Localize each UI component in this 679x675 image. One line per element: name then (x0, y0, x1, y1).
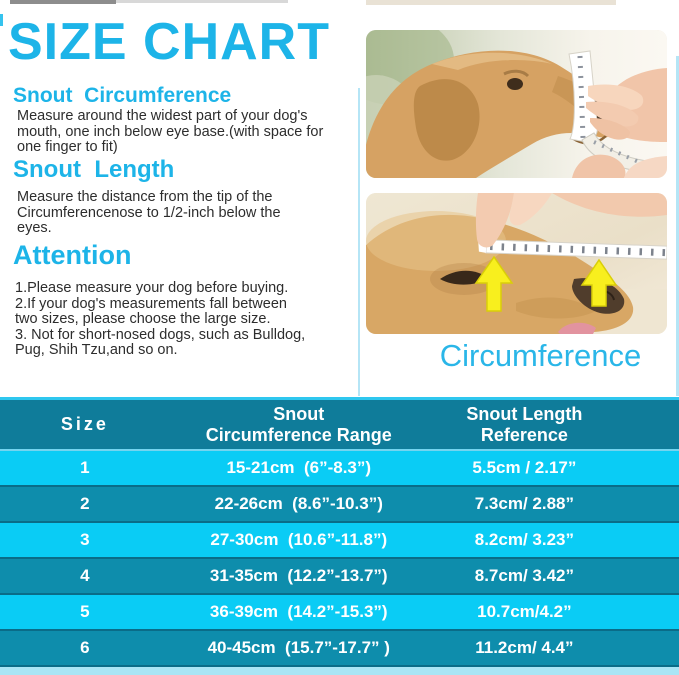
col-header-circumference: Snout Circumference Range (205, 403, 392, 445)
up-arrow-icon (474, 255, 514, 312)
person-hand (475, 193, 667, 248)
dog-photo-illustration (366, 30, 667, 178)
length-cell: 11.2cm/ 4.4” (475, 638, 574, 657)
col-header-length: Snout Length Reference (466, 403, 583, 445)
length-cell: 5.5cm / 2.17” (472, 458, 577, 477)
left-edge-artifact (0, 14, 3, 26)
snout-length-text: Measure the distance from the tip of the… (17, 189, 281, 236)
dog-circumference-measuring-photo (366, 30, 667, 178)
table-header-row: Size Snout Circumference Range Snout Len… (0, 400, 679, 451)
size-cell: 3 (80, 530, 90, 549)
attention-heading: Attention (13, 240, 132, 270)
page-title: SIZE CHART (8, 13, 330, 71)
circumference-caption: Circumference (439, 338, 642, 373)
length-cell: 10.7cm/4.2” (477, 602, 572, 621)
circumference-cell: 31-35cm (12.2”-13.7”) (209, 566, 388, 585)
circumference-cell: 36-39cm (14.2”-15.3”) (209, 602, 388, 621)
table-row: 2 22-26cm (8.6”-10.3”) 7.3cm/ 2.88” (0, 487, 679, 523)
table-row: 4 31-35cm (12.2”-13.7”) 8.7cm/ 3.42” (0, 559, 679, 595)
length-cell: 7.3cm/ 2.88” (474, 494, 574, 513)
size-cell: 1 (80, 458, 90, 477)
circumference-cell: 15-21cm (6”-8.3”) (226, 458, 372, 477)
column-divider-line (358, 88, 360, 396)
top-edge-artifact-light (116, 0, 288, 3)
snout-circumference-text: Measure around the widest part of your d… (17, 108, 324, 155)
size-cell: 4 (80, 566, 90, 585)
circumference-cell: 40-45cm (15.7”-17.7” ) (207, 638, 390, 657)
up-arrow-icon (580, 258, 618, 307)
size-cell: 6 (80, 638, 90, 657)
right-edge-line (676, 56, 679, 396)
table-row: 5 36-39cm (14.2”-15.3”) 10.7cm/4.2” (0, 595, 679, 631)
attention-text: 1.Please measure your dog before buying.… (15, 280, 306, 358)
table-top-border (0, 397, 679, 400)
table-bottom-strip (0, 667, 679, 675)
length-cell: 8.2cm/ 3.23” (474, 530, 574, 549)
length-cell: 8.7cm/ 3.42” (474, 566, 574, 585)
snout-circumference-heading: Snout Circumference (13, 84, 232, 107)
size-cell: 2 (80, 494, 90, 513)
top-edge-artifact-beige (366, 0, 616, 5)
size-table: Size Snout Circumference Range Snout Len… (0, 397, 679, 675)
snout-length-heading: Snout Length (13, 156, 175, 183)
top-edge-artifact-dark (10, 0, 116, 4)
circumference-cell: 22-26cm (8.6”-10.3”) (214, 494, 383, 513)
size-cell: 5 (80, 602, 90, 621)
table-row: 1 15-21cm (6”-8.3”) 5.5cm / 2.17” (0, 451, 679, 487)
dog-length-measuring-photo (366, 193, 667, 334)
table-row: 6 40-45cm (15.7”-17.7” ) 11.2cm/ 4.4” (0, 631, 679, 667)
table-row: 3 27-30cm (10.6”-11.8”) 8.2cm/ 3.23” (0, 523, 679, 559)
dog-photo-illustration (366, 193, 667, 334)
person-hand (572, 68, 667, 178)
circumference-cell: 27-30cm (10.6”-11.8”) (210, 530, 388, 549)
col-header-size: Size (60, 414, 109, 435)
